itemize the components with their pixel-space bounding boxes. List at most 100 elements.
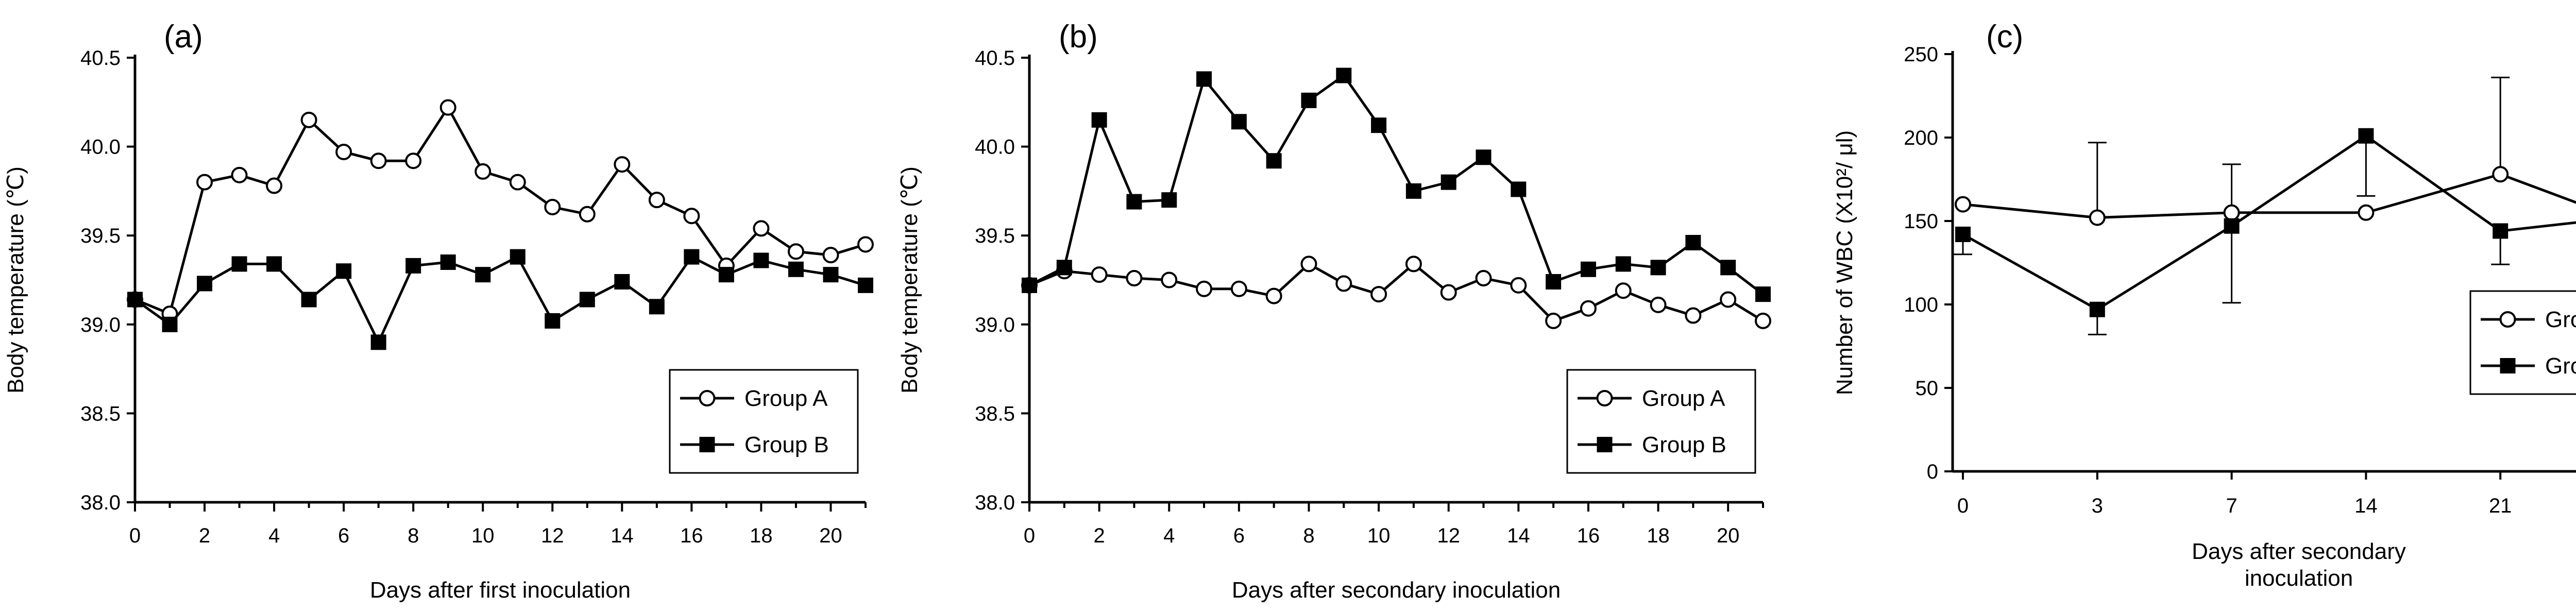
group-b-point	[2224, 218, 2240, 234]
group-a-point	[439, 99, 456, 116]
group-a-point	[1685, 307, 1702, 324]
group-b-point	[162, 316, 178, 332]
group-a-point	[2492, 166, 2509, 183]
legend-swatch-group-b	[1597, 437, 1613, 452]
x-tick-label: 10	[471, 524, 495, 547]
group-a-point	[1545, 312, 1562, 329]
x-tick-label: 18	[750, 524, 773, 547]
group-b-point	[1955, 226, 1971, 242]
group-b-point	[1755, 286, 1771, 302]
group-a-point	[1955, 196, 1971, 213]
group-a-point	[822, 247, 839, 264]
group-b-point	[858, 277, 873, 293]
legend-box	[1566, 369, 1756, 474]
group-b-point	[649, 299, 665, 315]
x-tick-label: 12	[541, 524, 564, 547]
group-a-point	[509, 174, 526, 191]
x-tick-label: 14	[2354, 495, 2378, 517]
x-tick-label: 18	[1647, 524, 1670, 547]
panel-a: 38.0 38.5 39.0 39.5 40.0 40.5 0 2 4 6 8 10 12 14 16 18 2…	[3, 19, 874, 603]
group-b-point	[753, 252, 769, 268]
x-tick-label: 0	[1024, 524, 1035, 547]
group-b-line	[1028, 74, 1764, 296]
group-a-point	[753, 220, 770, 237]
panel-label: (c)	[1986, 19, 2023, 55]
group-b-point	[2358, 128, 2374, 144]
group-b-point	[614, 274, 630, 290]
group-b-point	[1476, 149, 1492, 165]
group-b-line	[134, 255, 866, 346]
x-tick-label: 3	[2092, 495, 2103, 517]
group-a-point	[2089, 209, 2106, 226]
legend-label-group-b: Group B	[1642, 432, 1726, 457]
legend-swatch-group-b	[2500, 358, 2516, 373]
y-tick-label: 39.0	[80, 314, 121, 336]
legend-label-group-b: Group B	[2545, 353, 2576, 379]
y-tick-label: 200	[1904, 127, 1938, 149]
legend-label-group-a: Group A	[2545, 307, 2576, 332]
group-b-point	[405, 258, 421, 274]
legend-label-group-a: Group A	[744, 386, 828, 411]
x-tick-label: 16	[1577, 524, 1600, 547]
group-a-point	[1370, 286, 1387, 303]
group-b-point	[1685, 235, 1701, 251]
group-a-point	[1650, 296, 1667, 313]
group-a-point	[1335, 275, 1352, 292]
y-tick-label: 40.0	[975, 136, 1015, 159]
group-a-point	[683, 208, 700, 225]
group-b-point	[127, 292, 143, 308]
group-a-point	[1440, 284, 1457, 301]
legend-label-group-a: Group A	[1642, 386, 1725, 411]
group-b-point	[579, 292, 595, 308]
group-a-point	[231, 166, 248, 183]
group-a-point	[474, 163, 492, 180]
group-b-point	[1580, 261, 1596, 277]
group-a-point	[1615, 282, 1632, 299]
group-b-line	[1962, 134, 2576, 311]
group-b-point	[1650, 260, 1666, 276]
group-b-point	[788, 261, 804, 277]
y-tick-label: 38.5	[80, 402, 121, 425]
group-a-point	[300, 111, 317, 128]
y-tick-label: 150	[1904, 210, 1938, 233]
group-b-point	[1440, 174, 1456, 190]
group-a-point	[857, 236, 874, 253]
x-tick-label: 4	[268, 524, 280, 547]
x-tick-label: 6	[338, 524, 349, 547]
x-tick-label: 6	[1233, 524, 1245, 547]
group-b-point	[545, 313, 561, 329]
group-b-point	[2089, 301, 2105, 317]
x-tick-label: 20	[1717, 524, 1740, 547]
group-a-point	[1720, 291, 1737, 308]
group-b-point	[1022, 277, 1037, 293]
group-a-point	[196, 174, 213, 191]
group-a-point	[405, 152, 422, 169]
group-b-point	[1511, 181, 1527, 197]
y-tick-label: 38.5	[975, 402, 1015, 425]
y-tick-label: 39.5	[975, 225, 1015, 247]
x-tick-label: 7	[2226, 495, 2237, 517]
group-b-point	[510, 249, 526, 265]
y-tick-label: 40.0	[80, 136, 121, 159]
y-tick-label: 38.0	[80, 491, 121, 514]
group-b-point	[1196, 71, 1212, 87]
group-b-point	[823, 267, 839, 283]
group-a-point	[614, 156, 631, 173]
group-a-point	[2223, 204, 2240, 221]
group-b-point	[1371, 117, 1387, 133]
group-b-point	[231, 256, 247, 272]
y-tick-label: 39.0	[975, 314, 1015, 336]
group-a-point	[1126, 270, 1143, 287]
group-a-point	[335, 143, 352, 160]
legend-box	[2469, 290, 2576, 395]
x-tick-label: 0	[1957, 495, 1969, 517]
x-tick-label: 12	[1437, 524, 1460, 547]
legend-swatch-group-a	[699, 390, 716, 406]
legend-box	[669, 369, 859, 474]
x-tick-label: 14	[1507, 524, 1530, 547]
group-a-line	[1029, 262, 1764, 322]
group-a-point	[1755, 312, 1771, 329]
group-b-point	[2493, 223, 2509, 239]
y-tick-label: 40.5	[80, 47, 121, 70]
x-axis-title: inoculation	[2245, 566, 2353, 591]
